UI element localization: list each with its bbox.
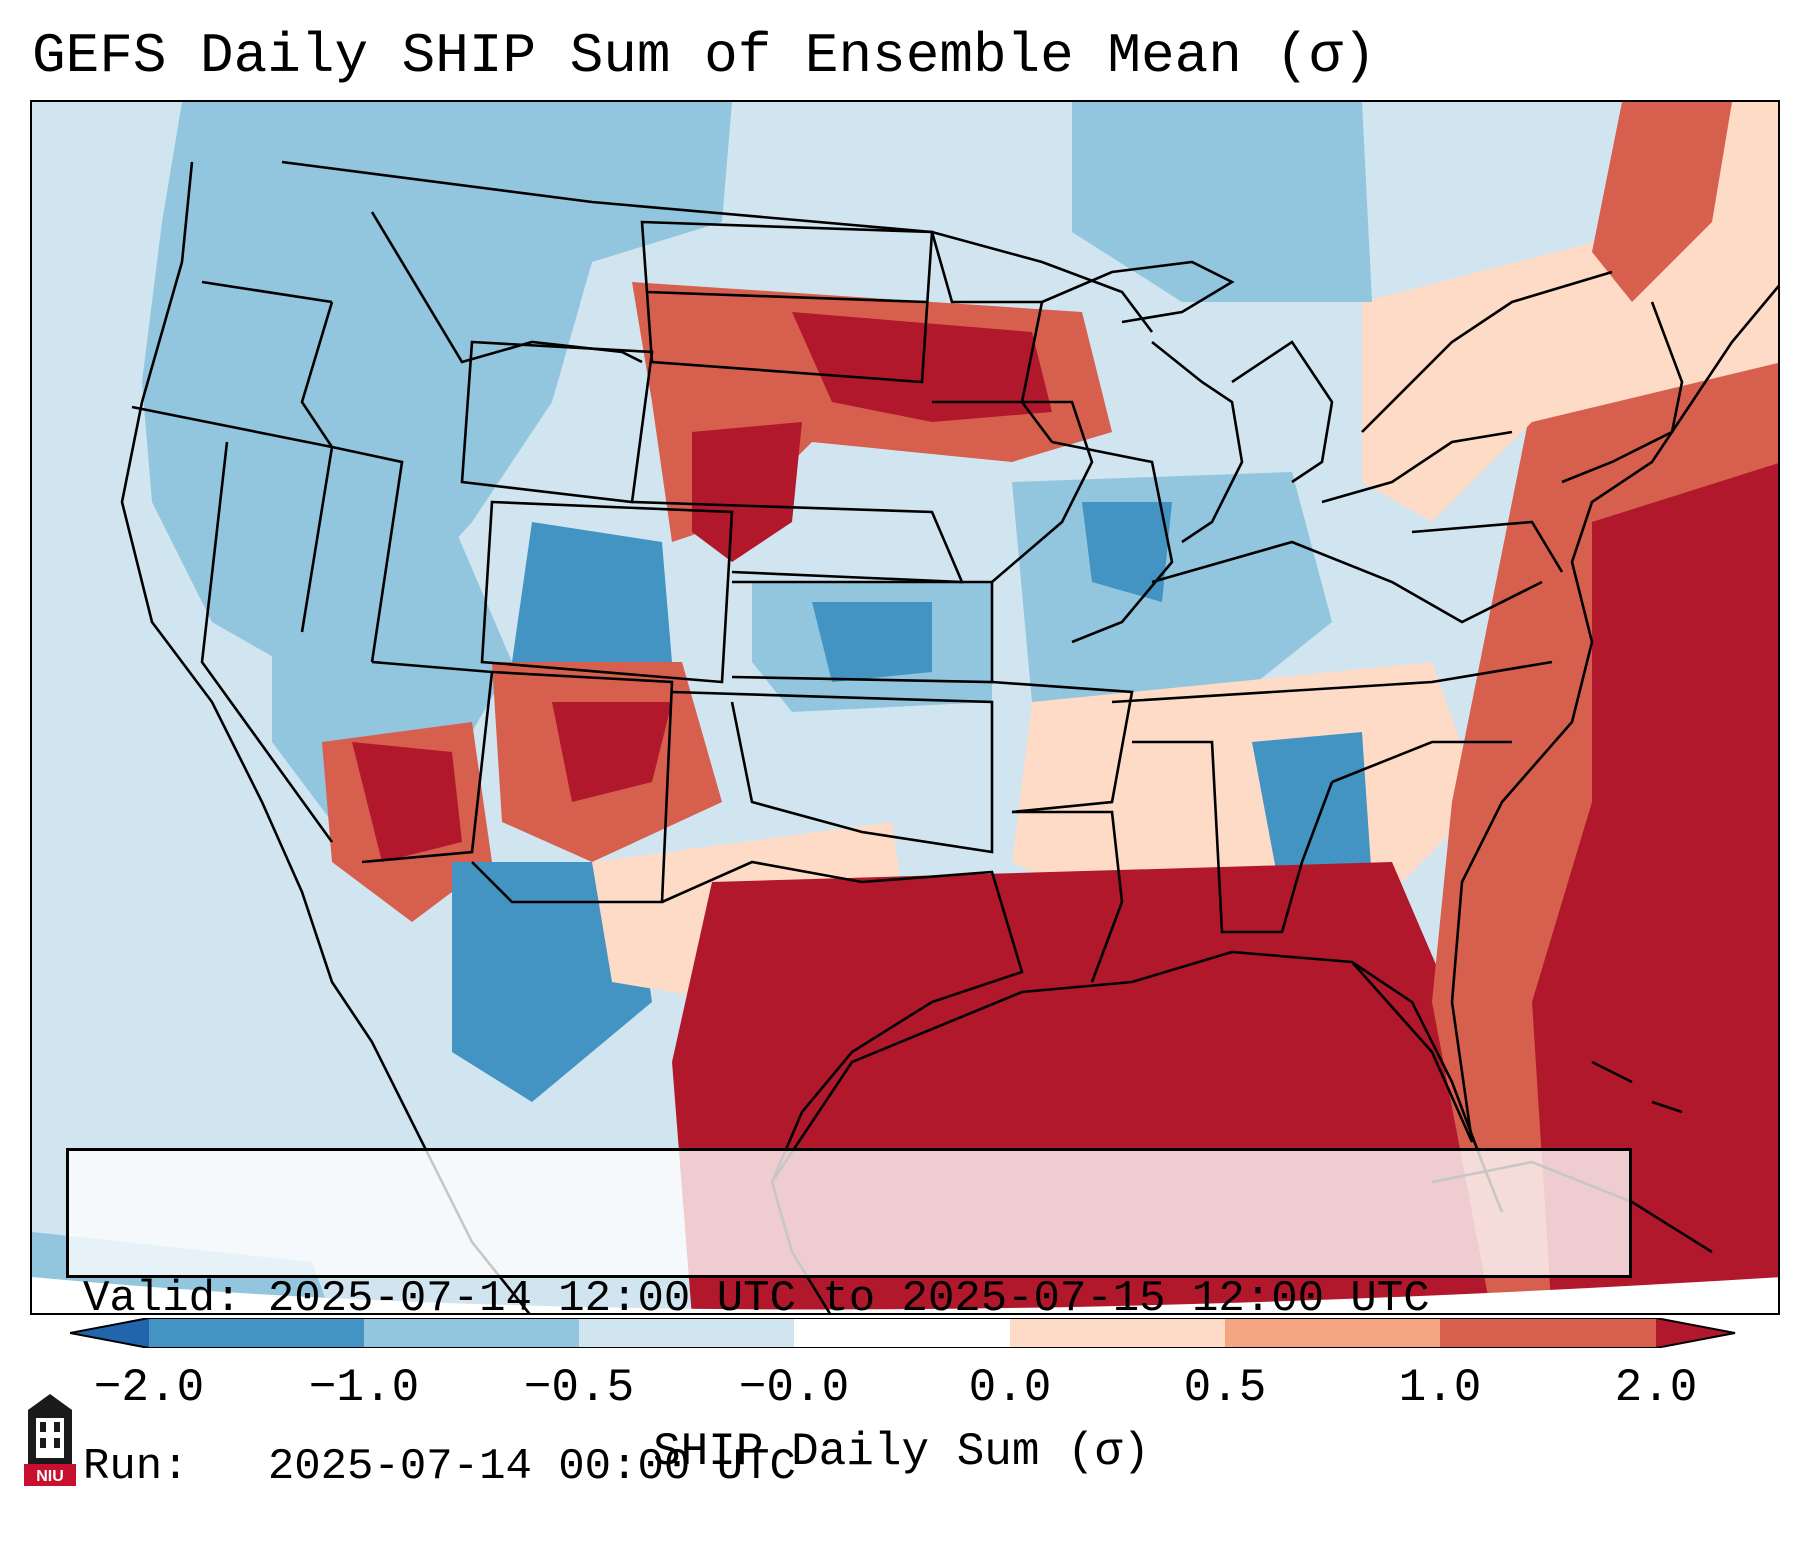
- iowa-missouri: [932, 400, 1094, 583]
- dakotas: [640, 220, 934, 384]
- colorbar-bin-4: [794, 1318, 1010, 1348]
- oregon-north: [201, 280, 333, 304]
- colorbar-bin-7: [1440, 1318, 1656, 1348]
- colorbar-bin-2: [364, 1318, 579, 1348]
- idaho-west: [300, 301, 334, 633]
- colorbar-tick-label: −0.5: [523, 1362, 635, 1414]
- field-maine-red: [1592, 102, 1732, 302]
- field-nebraska-red: [692, 422, 802, 562]
- new-england: [1561, 301, 1684, 484]
- wisconsin-illinois: [1051, 440, 1174, 644]
- colorbar-tick-label: −1.0: [308, 1362, 420, 1414]
- east-coast: [1450, 284, 1778, 1143]
- field-arizona-core: [352, 742, 462, 862]
- run-time-text: Run: 2025-07-14 00:00 UTC: [83, 1442, 796, 1492]
- carolinas: [1331, 740, 1512, 784]
- colorbar-under-arrow: [70, 1318, 149, 1348]
- colorbar-outline: [70, 1318, 1736, 1348]
- colorbar-tick-label: −2.0: [93, 1362, 205, 1414]
- colorbar-tick-label: 0.5: [1183, 1362, 1267, 1414]
- field-new-mexico-core: [552, 702, 672, 802]
- field-colorado-blue: [512, 522, 672, 692]
- utah-arizona: [361, 660, 494, 864]
- colorbar-label: SHIP Daily Sum (σ): [653, 1426, 1150, 1478]
- field-atlantic-core: [1532, 463, 1778, 1313]
- colorbar-tick-label: −0.0: [738, 1362, 850, 1414]
- mississippi-alabama: [1132, 740, 1334, 934]
- field-georgia-blue: [1252, 732, 1372, 902]
- great-lakes-erie-ontario: [1321, 430, 1513, 504]
- kansas: [731, 580, 994, 684]
- valid-time-text: Valid: 2025-07-14 12:00 UTC to 2025-07-1…: [83, 1274, 1430, 1324]
- ohio-valley: [1151, 540, 1543, 624]
- chart-title: GEFS Daily SHIP Sum of Ensemble Mean (σ): [32, 24, 1377, 88]
- nevada-box: [200, 441, 334, 843]
- montana-south: [370, 211, 643, 364]
- field-illinois-core: [1082, 502, 1172, 602]
- texas: [661, 860, 1024, 1183]
- colorbar-bin-6: [1225, 1318, 1440, 1348]
- field-northwest-blue: [142, 102, 732, 662]
- great-lakes-superior: [1041, 260, 1235, 324]
- field-northeast-light: [1362, 102, 1778, 522]
- great-lakes-huron: [1231, 340, 1334, 484]
- colorbar-tick-label: 0.0: [968, 1362, 1052, 1414]
- nebraska: [631, 500, 965, 584]
- missouri-arkansas: [991, 680, 1134, 814]
- arkansas-louisiana: [1012, 810, 1124, 983]
- colorbar-tick-label: 2.0: [1614, 1362, 1698, 1414]
- oregon-california: [131, 405, 333, 449]
- field-kansas-core: [812, 602, 932, 682]
- colorbar-bin-3: [579, 1318, 794, 1348]
- valid-run-info-box: Valid: 2025-07-14 12:00 UTC to 2025-07-1…: [66, 1148, 1632, 1492]
- gulf-coast: [770, 950, 1474, 1183]
- niu-tower-logo-icon: NIU: [24, 1394, 76, 1486]
- pennsylvania-ny: [1411, 520, 1564, 573]
- colorbar: [70, 1318, 1736, 1348]
- colorado: [480, 500, 734, 684]
- canada-us-border-east: [1361, 270, 1613, 433]
- colorbar-bin-1: [149, 1318, 364, 1348]
- bahamas: [1591, 1060, 1683, 1114]
- logo-text: NIU: [36, 1468, 64, 1485]
- colorbar-bin-5: [1010, 1318, 1225, 1348]
- canada-us-border: [281, 160, 1154, 333]
- field-ontario-blue: [1072, 102, 1372, 302]
- great-lakes-michigan: [1151, 340, 1244, 544]
- oklahoma-texas: [671, 690, 994, 854]
- tennessee-line: [1111, 660, 1553, 704]
- colorbar-tick-label: 1.0: [1398, 1362, 1482, 1414]
- utah-nevada: [331, 445, 404, 663]
- map-panel: [30, 100, 1780, 1315]
- colorbar-over-arrow: [1656, 1318, 1735, 1348]
- west-coast: [120, 161, 434, 1163]
- projection-edge-mask: [32, 1277, 1778, 1313]
- ship-field-map: [32, 102, 1778, 1313]
- nd-sd-line: [646, 290, 928, 304]
